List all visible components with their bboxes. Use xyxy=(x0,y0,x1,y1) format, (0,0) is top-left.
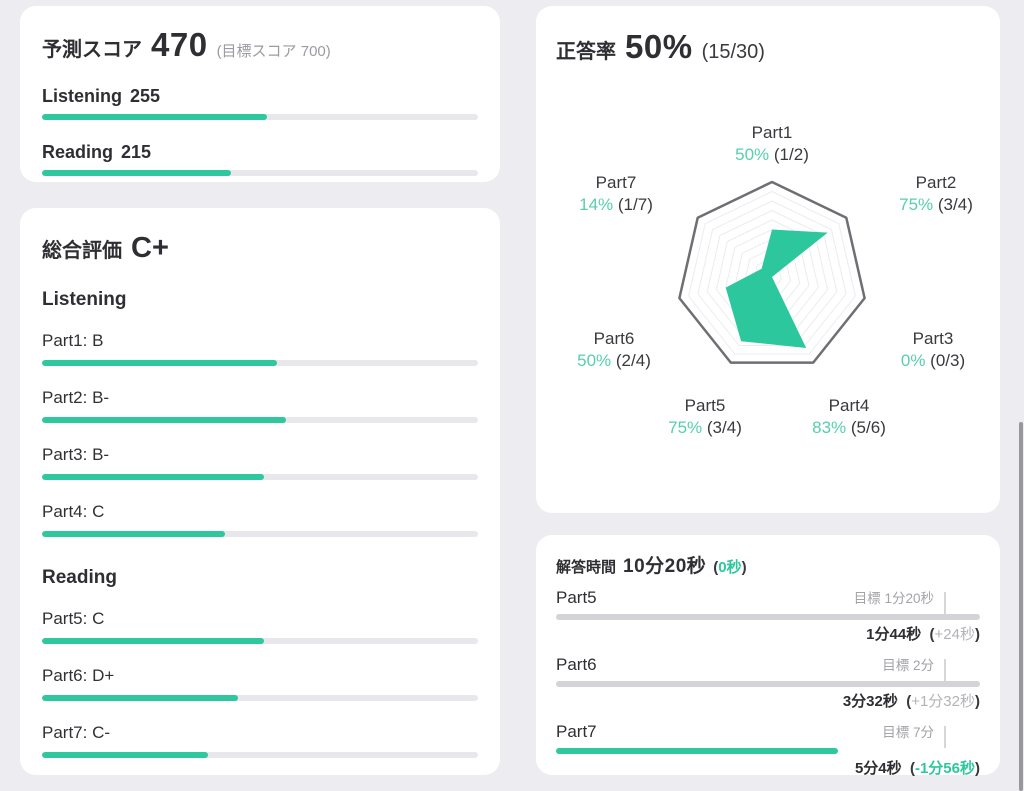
progress-track xyxy=(42,474,478,480)
radar-axis-label: Part6 50% (2/4) xyxy=(577,329,651,370)
progress-fill xyxy=(42,417,287,423)
score-row-value: 255 xyxy=(130,86,161,106)
actual-time-line: 3分32秒 (+1分32秒) xyxy=(842,693,980,710)
radar-axis-label: Part3 0% (0/3) xyxy=(900,329,966,370)
radar-axis-label: Part7 14% (1/7) xyxy=(579,173,653,214)
time-row: Part5 目標 1分20秒 1分44秒 (+24秒) xyxy=(556,587,980,645)
radar-chart-area: Part1 50% (1/2) Part2 75% (3/4) Part3 0% (0/3… xyxy=(536,6,1000,513)
predicted-score-value: 470 xyxy=(151,26,208,63)
target-tick xyxy=(943,659,946,681)
actual-time: 1分44秒 xyxy=(866,626,922,643)
actual-time-line: 5分4秒 (-1分56秒) xyxy=(854,760,980,777)
radar-data-polygon xyxy=(725,229,828,348)
time-bar-fill xyxy=(556,681,980,687)
grade-row-label: Part1: B xyxy=(42,331,104,350)
score-row: Reading 215 xyxy=(42,142,478,176)
score-row-label: Reading xyxy=(42,142,114,162)
radar-axis-label: Part1 50% (1/2) xyxy=(735,123,809,164)
answer-time-card: 解答時間 10分20秒 (0秒) Part5 目標 1分20秒 1分44秒 (+… xyxy=(536,535,1000,777)
time-row-label: Part6 xyxy=(556,655,597,674)
progress-fill xyxy=(42,752,208,758)
progress-fill xyxy=(42,638,265,644)
grade-row-label: Part5: C xyxy=(42,609,105,628)
accuracy-percent: 50% xyxy=(625,28,693,65)
time-rows: Part5 目標 1分20秒 1分44秒 (+24秒) Part6 目標 2分 … xyxy=(556,587,980,779)
time-bar-fill xyxy=(556,748,838,754)
actual-time: 5分4秒 xyxy=(854,760,902,777)
target-time-label: 目標 1分20秒 xyxy=(853,591,934,606)
target-score-note: (目標スコア 700) xyxy=(216,43,331,60)
grade-row: Part6: D+ xyxy=(42,666,478,701)
radar-axis-label: Part5 75% (3/4) xyxy=(668,396,742,437)
time-total-delta: (0秒) xyxy=(713,559,747,576)
progress-fill xyxy=(42,695,239,701)
section-header: Listening xyxy=(42,289,127,310)
time-total: 10分20秒 xyxy=(623,556,707,577)
time-delta-value: +1分32秒 xyxy=(911,693,975,710)
radar-axis-label: Part2 75% (3/4) xyxy=(899,173,973,214)
time-row: Part7 目標 7分 5分4秒 (-1分56秒) xyxy=(556,721,980,779)
progress-fill xyxy=(42,360,278,366)
grade-row-label: Part2: B- xyxy=(42,388,110,407)
accuracy-card: 正答率 50% (15/30) Part1 50% (1/2) Part2 75% (… xyxy=(536,6,1000,513)
progress-track xyxy=(42,752,478,758)
time-row-label: Part5 xyxy=(556,588,597,607)
time-delta-value: -1分56秒 xyxy=(914,760,975,777)
accuracy-title-row: 正答率 50% (15/30) xyxy=(556,28,980,66)
time-title: 解答時間 xyxy=(556,559,617,576)
progress-fill xyxy=(42,531,226,537)
actual-time-line: 1分44秒 (+24秒) xyxy=(866,626,980,643)
progress-track xyxy=(42,638,478,644)
target-time-label: 目標 7分 xyxy=(882,725,934,740)
overall-grade-card: 総合評価 C+ Listening Part1: B Part2: B- Par… xyxy=(20,208,500,775)
progress-track xyxy=(42,531,478,537)
time-row: Part6 目標 2分 3分32秒 (+1分32秒) xyxy=(556,654,980,712)
grade-row-label: Part3: B- xyxy=(42,445,110,464)
grade-sections: Listening Part1: B Part2: B- Part3: B- P… xyxy=(42,289,478,786)
grade-row: Part7: C- xyxy=(42,723,478,758)
progress-track xyxy=(42,170,478,176)
time-title-row: 解答時間 10分20秒 (0秒) xyxy=(556,551,980,578)
time-row-label: Part7 xyxy=(556,722,597,741)
progress-fill xyxy=(42,114,267,120)
predicted-score-card: 予測スコア 470 (目標スコア 700) Listening 255 Read… xyxy=(20,6,500,182)
grade-row-label: Part4: C xyxy=(42,502,105,521)
grade-row: Part3: B- xyxy=(42,445,478,480)
target-tick xyxy=(943,726,946,748)
progress-fill xyxy=(42,170,232,176)
grade-row: Part5: C xyxy=(42,609,478,644)
radar-chart xyxy=(678,180,866,364)
grade-row-label: Part6: D+ xyxy=(42,666,115,685)
accuracy-title: 正答率 xyxy=(556,41,616,63)
score-row: Listening 255 xyxy=(42,86,478,120)
predicted-score-title-row: 予測スコア 470 (目標スコア 700) xyxy=(42,26,478,64)
progress-track xyxy=(42,695,478,701)
section-header: Reading xyxy=(42,567,117,588)
score-rows: Listening 255 Reading 215 xyxy=(42,86,478,176)
grade-row-label: Part7: C- xyxy=(42,723,111,742)
progress-track xyxy=(42,417,478,423)
grade-row: Part2: B- xyxy=(42,388,478,423)
progress-track xyxy=(42,114,478,120)
scrollbar-thumb[interactable] xyxy=(1019,422,1023,791)
score-row-label: Listening xyxy=(42,86,122,106)
target-time-label: 目標 2分 xyxy=(882,658,934,673)
grade-row: Part1: B xyxy=(42,331,478,366)
grade-row: Part4: C xyxy=(42,502,478,537)
time-delta-value: +24秒 xyxy=(934,626,975,643)
accuracy-fraction: (15/30) xyxy=(701,41,765,63)
progress-track xyxy=(42,360,478,366)
target-tick xyxy=(943,592,946,614)
time-bar-fill xyxy=(556,614,980,620)
predicted-score-label: 予測スコア xyxy=(42,39,142,61)
score-row-value: 215 xyxy=(121,142,152,162)
grade-title-row: 総合評価 C+ xyxy=(42,232,478,265)
progress-fill xyxy=(42,474,265,480)
grade-title: 総合評価 xyxy=(42,240,122,262)
grade-value: C+ xyxy=(131,232,169,264)
actual-time: 3分32秒 xyxy=(842,693,898,710)
radar-axis-label: Part4 83% (5/6) xyxy=(812,396,886,437)
